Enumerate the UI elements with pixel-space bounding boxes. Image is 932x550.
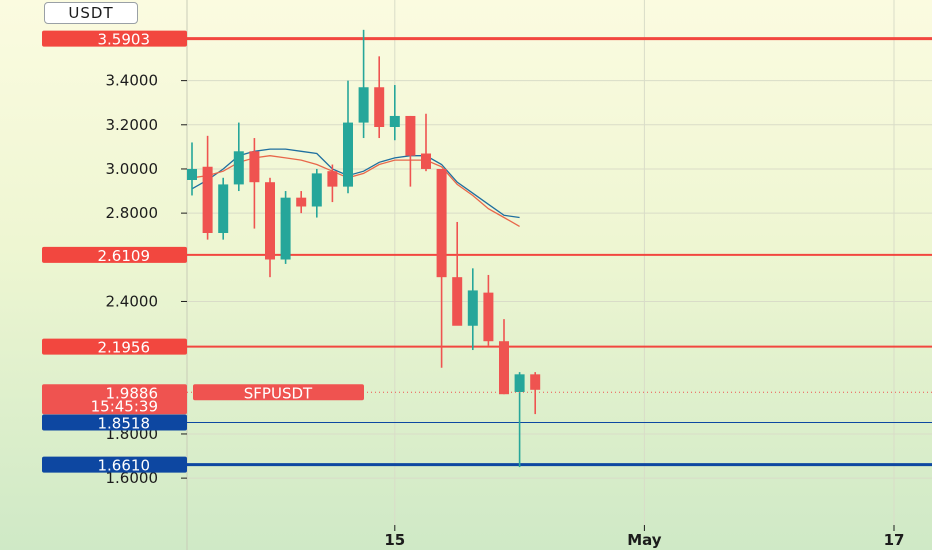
candle[interactable]	[405, 115, 416, 187]
price-tick-label: 2.4000	[106, 292, 159, 310]
price-tick-label: 3.4000	[106, 72, 159, 90]
time-tick-label: 15	[384, 531, 405, 549]
candle[interactable]	[530, 372, 541, 415]
level-tag-2.1956	[42, 338, 187, 355]
level-tag-label: 2.1956	[98, 339, 151, 357]
candle-body	[452, 277, 463, 326]
candle-body	[327, 171, 338, 187]
last-price-tag	[42, 384, 187, 415]
candle[interactable]	[436, 168, 447, 368]
candle-body	[249, 151, 260, 183]
candle-body	[436, 168, 447, 278]
candle[interactable]	[467, 268, 478, 351]
candle[interactable]	[327, 164, 338, 203]
candle-body	[530, 374, 541, 390]
moving-averages	[191, 148, 520, 227]
level-tag-2.6109	[42, 246, 187, 263]
candle-body	[483, 292, 494, 342]
level-tag-label: 1.8518	[98, 415, 151, 433]
candle[interactable]	[265, 177, 275, 278]
candle-body	[202, 166, 213, 233]
candle-body	[280, 197, 291, 260]
candle-body	[405, 115, 416, 156]
candle-body	[389, 115, 400, 127]
level-tag-3.5903	[42, 30, 187, 47]
candle-body	[233, 151, 244, 185]
candle-body	[187, 168, 197, 180]
candle-body	[374, 87, 385, 127]
candle[interactable]	[421, 113, 431, 172]
price-tick-label: 1.6000	[106, 469, 159, 487]
price-unit-badge[interactable]: USDT	[44, 2, 138, 24]
candle[interactable]	[311, 168, 322, 218]
candle[interactable]	[249, 138, 260, 229]
candle-body	[358, 87, 369, 123]
candle[interactable]	[374, 56, 385, 139]
candle[interactable]	[499, 319, 509, 395]
time-tick-label: 17	[884, 531, 905, 549]
candle[interactable]	[358, 29, 369, 139]
candle-body	[421, 153, 431, 169]
moving-average-line-2	[191, 155, 520, 227]
level-tag-label: 3.5903	[98, 31, 151, 49]
candle[interactable]	[233, 122, 244, 192]
level-tag-label: 1.6610	[98, 457, 151, 475]
last-price-label: 1.9886	[106, 384, 159, 402]
candle-body	[499, 341, 509, 395]
candle-body	[467, 290, 478, 326]
candle[interactable]	[452, 221, 463, 326]
horizontal-levels: 3.5903 2.6109 2.1956 1.8518 1.6610	[42, 30, 932, 475]
price-tick-label: 3.0000	[106, 160, 159, 178]
bar-countdown-label: 15:45:39	[91, 397, 158, 415]
time-axis[interactable]: 15 May 17	[384, 525, 904, 549]
candle[interactable]	[483, 274, 494, 346]
candle[interactable]	[514, 372, 525, 468]
candle-body	[514, 374, 525, 392]
candle-body	[311, 173, 322, 207]
price-tick-label: 2.8000	[106, 204, 159, 222]
grid-lines	[187, 0, 932, 525]
symbol-tag[interactable]	[193, 384, 364, 401]
candles	[187, 29, 541, 468]
candle-body	[343, 122, 353, 187]
candle[interactable]	[218, 177, 229, 240]
candle[interactable]	[280, 191, 291, 264]
candle[interactable]	[389, 85, 400, 141]
price-tick-label: 3.2000	[106, 116, 159, 134]
symbol-label: SFPUSDT	[244, 384, 313, 402]
level-tag-1.8518	[42, 414, 187, 431]
candle[interactable]	[202, 135, 213, 240]
moving-average-line-1	[191, 148, 520, 219]
level-tag-label: 2.6109	[98, 247, 151, 265]
candle[interactable]	[296, 191, 307, 214]
level-tag-1.6610	[42, 456, 187, 473]
candle-body	[218, 184, 229, 233]
candle-body	[265, 182, 275, 260]
time-tick-label: May	[627, 531, 662, 549]
candle[interactable]	[343, 80, 353, 194]
candle[interactable]	[187, 142, 197, 196]
candle-body	[296, 197, 307, 207]
